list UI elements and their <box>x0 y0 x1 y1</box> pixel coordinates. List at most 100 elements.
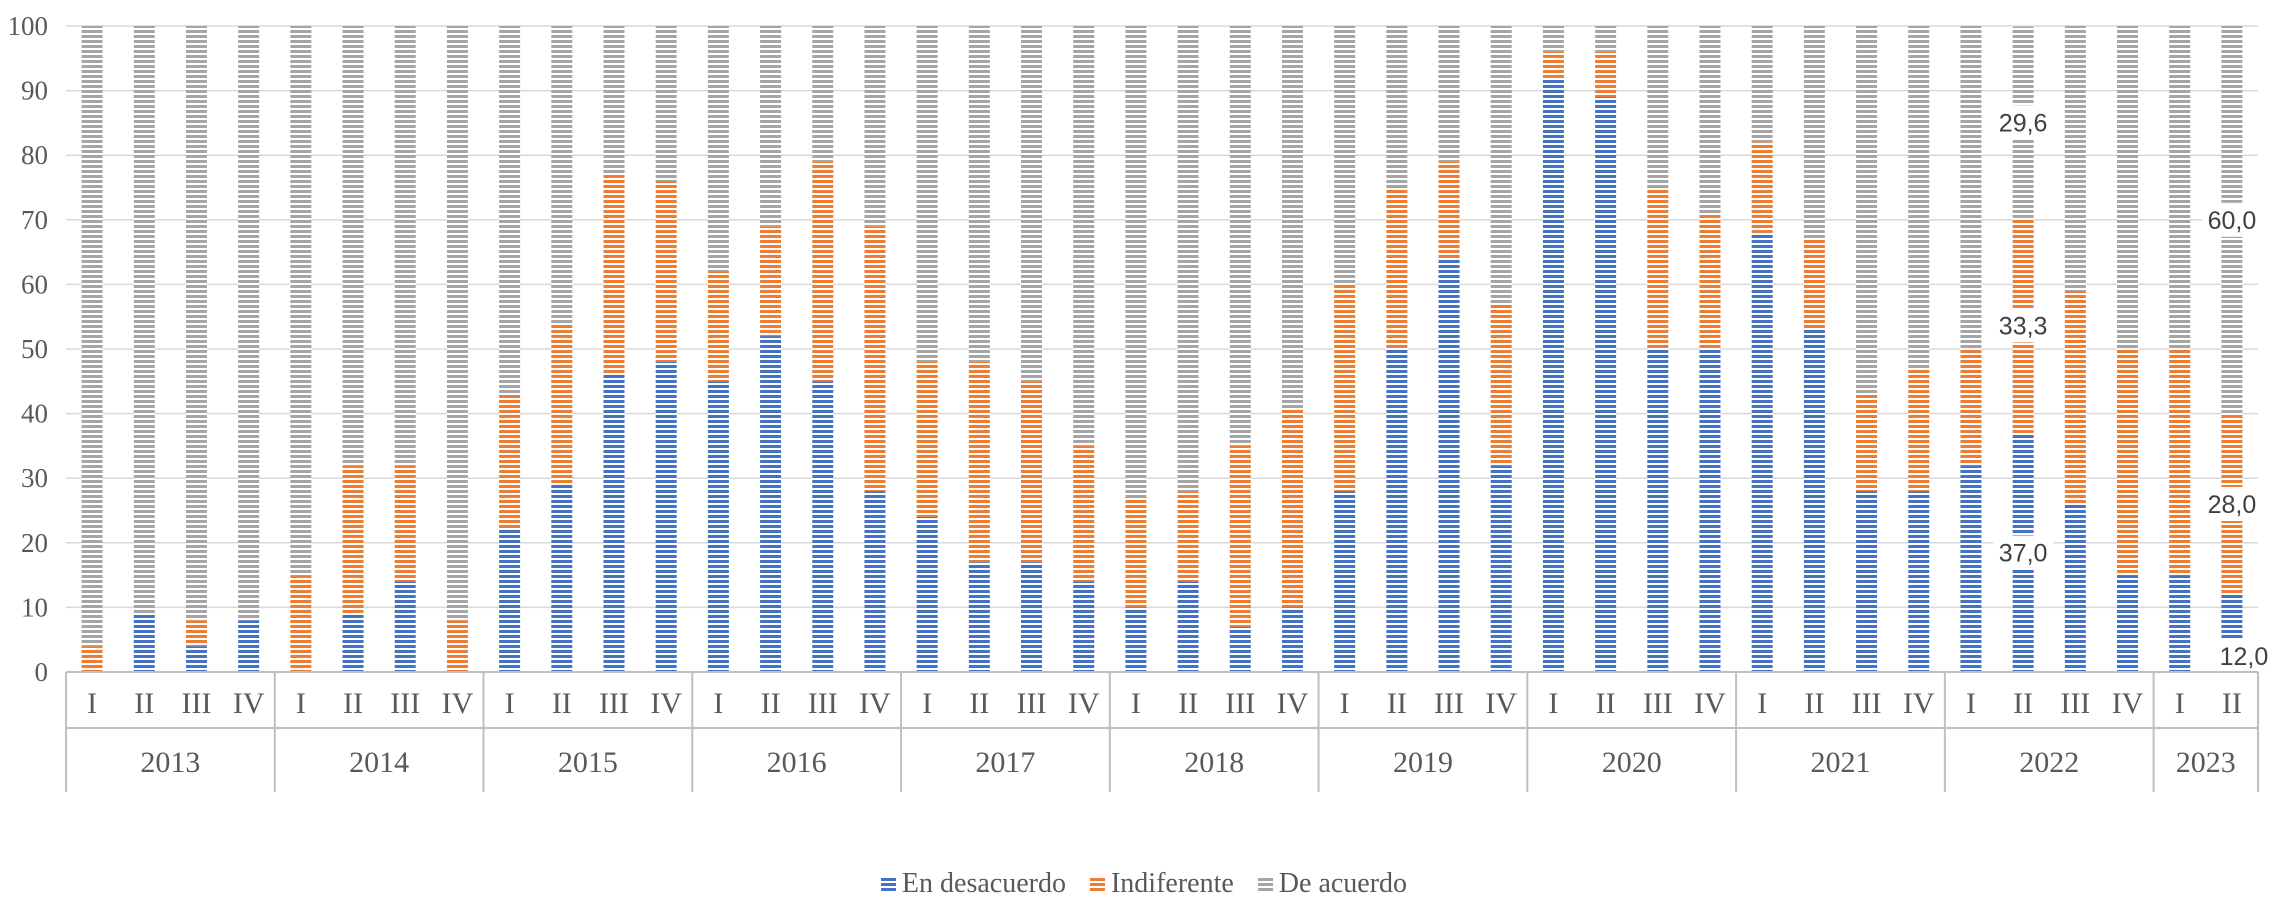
legend-swatch <box>1089 878 1105 893</box>
bar-segment-indiferente <box>707 271 729 382</box>
quarter-label: I <box>1757 687 1767 720</box>
year-label: 2016 <box>767 746 827 779</box>
bar-segment-en-desacuerdo <box>812 381 834 672</box>
year-label: 2018 <box>1184 746 1244 779</box>
bar-segment-indiferente <box>1699 213 1721 349</box>
bar-segment-en-desacuerdo <box>1647 349 1669 672</box>
bar-segment-indiferente <box>760 226 782 337</box>
year-label: 2020 <box>1602 746 1662 779</box>
bar-segment-en-desacuerdo <box>1803 329 1825 672</box>
bar-segment-en-desacuerdo <box>968 562 990 672</box>
bar-segment-en-desacuerdo <box>2117 575 2139 672</box>
bar-segment-de-acuerdo <box>394 26 416 466</box>
bar-segment-indiferente <box>603 174 625 375</box>
legend-item: En desacuerdo <box>880 868 1066 900</box>
bar-segment-indiferente <box>916 361 938 517</box>
year-label: 2015 <box>558 746 618 779</box>
bar-segment-de-acuerdo <box>1386 26 1408 188</box>
bar-segment-de-acuerdo <box>2064 26 2086 291</box>
bar-segment-indiferente <box>446 620 468 672</box>
bar-segment-de-acuerdo <box>1281 26 1303 408</box>
quarter-label: IV <box>650 687 682 720</box>
bar-segment-en-desacuerdo <box>1438 258 1460 672</box>
quarter-label: III <box>1643 687 1673 720</box>
y-tick-label: 20 <box>21 528 48 558</box>
quarter-label: III <box>1017 687 1047 720</box>
bar-segment-en-desacuerdo <box>1490 465 1512 672</box>
bar-segment-de-acuerdo <box>1021 26 1043 382</box>
legend: En desacuerdo Indiferente De acuerdo <box>0 868 2288 900</box>
bar-segment-de-acuerdo <box>1803 26 1825 240</box>
y-axis: 0 10 20 30 40 50 60 70 80 90 100 <box>8 11 49 687</box>
quarter-label: IV <box>859 687 891 720</box>
quarter-label: III <box>1434 687 1464 720</box>
bar-segment-en-desacuerdo <box>916 516 938 672</box>
y-tick-label: 60 <box>21 269 48 299</box>
legend-item: Indiferente <box>1089 868 1234 900</box>
data-label: 28,0 <box>2208 491 2257 519</box>
data-label-box <box>2201 202 2262 237</box>
bar-segment-de-acuerdo <box>603 26 625 175</box>
bar-segment-en-desacuerdo <box>1542 77 1564 673</box>
bar-segment-en-desacuerdo <box>655 361 677 672</box>
bar-segment-en-desacuerdo <box>1960 465 1982 672</box>
bar-segment-indiferente <box>2064 290 2086 505</box>
bar-segment-de-acuerdo <box>1960 26 1982 349</box>
year-label: 2019 <box>1393 746 1453 779</box>
quarter-label: II <box>969 687 989 720</box>
stacked-bar-chart: 0 10 20 30 40 50 60 70 80 90 100 37,0 33,3 29,6 12,0 2… <box>7 11 2274 792</box>
bar-segment-en-desacuerdo <box>1751 232 1773 672</box>
bar-segment-indiferente <box>1647 187 1669 349</box>
quarter-label: III <box>390 687 420 720</box>
bar-segment-en-desacuerdo <box>760 336 782 672</box>
y-tick-label: 10 <box>21 592 48 622</box>
data-label: 33,3 <box>1999 312 2048 340</box>
legend-swatch <box>880 878 896 893</box>
bar-segment-indiferente <box>1125 497 1147 608</box>
bar-segment-en-desacuerdo <box>394 581 416 672</box>
data-label-box <box>1993 535 2054 570</box>
legend-item: De acuerdo <box>1257 868 1407 900</box>
bar-segment-de-acuerdo <box>1908 26 1930 369</box>
bar-segment-en-desacuerdo <box>1699 349 1721 672</box>
bar-segment-de-acuerdo <box>1595 26 1617 52</box>
quarter-label: I <box>1966 687 1976 720</box>
quarter-label: II <box>2222 687 2242 720</box>
bar-segment-de-acuerdo <box>916 26 938 362</box>
bar-segment-en-desacuerdo <box>342 613 364 672</box>
data-labels: 37,0 33,3 29,6 12,0 28,0 60,0 <box>1993 105 2274 673</box>
bar-segment-en-desacuerdo <box>1073 581 1095 672</box>
bar-segment-de-acuerdo <box>446 26 468 621</box>
quarter-label: IV <box>2112 687 2144 720</box>
quarter-label: I <box>713 687 723 720</box>
quarter-label: II <box>552 687 572 720</box>
bar-segment-indiferente <box>1177 491 1199 582</box>
bar-segment-de-acuerdo <box>1438 26 1460 162</box>
bar-segment-de-acuerdo <box>133 26 155 614</box>
legend-swatch <box>1257 878 1273 893</box>
quarter-label: II <box>1178 687 1198 720</box>
bar-segment-indiferente <box>1960 349 1982 466</box>
y-tick-label: 50 <box>21 334 48 364</box>
year-label: 2017 <box>975 746 1035 779</box>
quarter-label: III <box>808 687 838 720</box>
quarter-label: III <box>181 687 211 720</box>
bar-segment-de-acuerdo <box>1751 26 1773 143</box>
bar-segment-en-desacuerdo <box>238 620 260 672</box>
y-tick-label: 0 <box>35 657 49 687</box>
quarter-label: I <box>87 687 97 720</box>
gridlines <box>66 25 2258 609</box>
quarter-label: II <box>761 687 781 720</box>
quarter-label: IV <box>1277 687 1309 720</box>
bar-segment-indiferente <box>2169 349 2191 576</box>
quarter-label: II <box>1596 687 1616 720</box>
quarter-label: II <box>2013 687 2033 720</box>
bar-segment-de-acuerdo <box>1177 26 1199 492</box>
bar-segment-indiferente <box>864 226 886 492</box>
bar-segment-indiferente <box>1803 239 1825 330</box>
bar-segment-de-acuerdo <box>499 26 521 395</box>
bar-segment-en-desacuerdo <box>864 491 886 672</box>
quarter-label: I <box>505 687 515 720</box>
bar-segment-indiferente <box>1334 284 1356 492</box>
